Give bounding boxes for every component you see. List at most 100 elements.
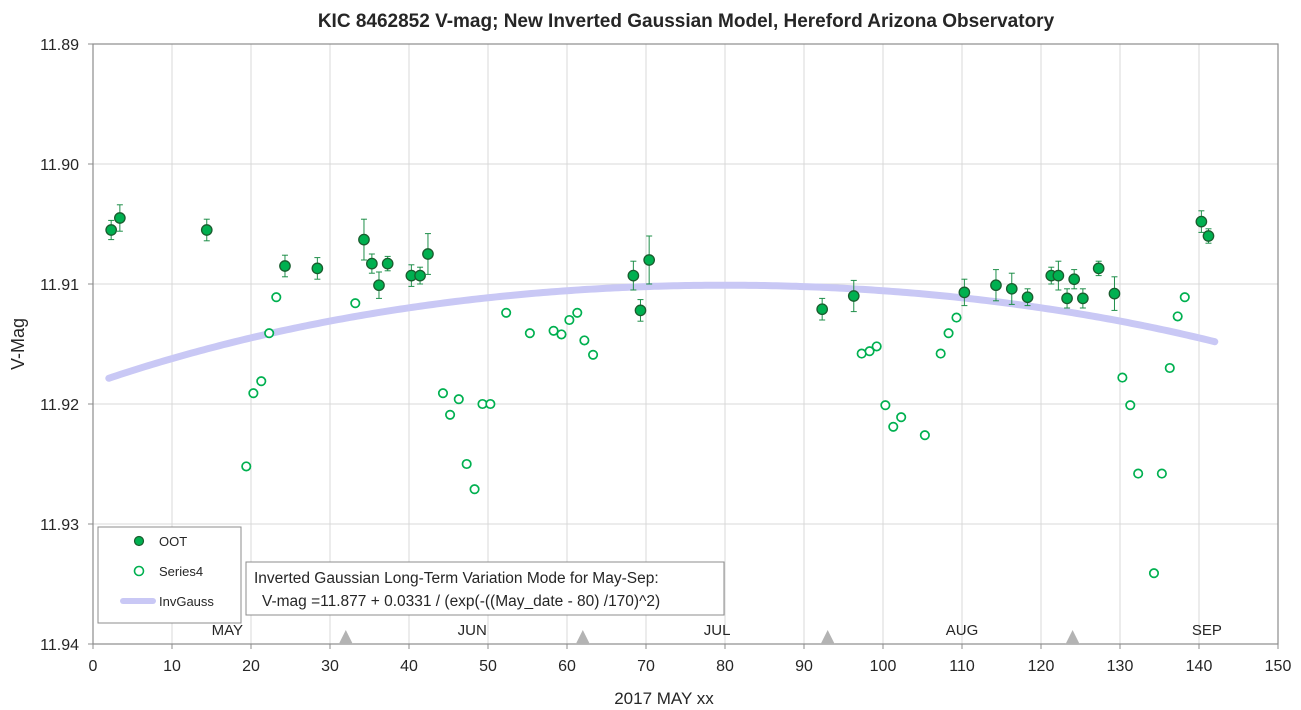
month-marker: [1065, 630, 1080, 644]
oot-points: [105, 204, 1215, 322]
series4-point: [1133, 468, 1144, 479]
x-tick-label: 100: [870, 658, 897, 675]
x-tick-label: 60: [558, 658, 576, 675]
series4-point: [524, 328, 535, 339]
month-label: MAY: [212, 622, 243, 639]
annotation: Inverted Gaussian Long-Term Variation Mo…: [245, 561, 725, 616]
oot-point: [422, 248, 434, 260]
y-axis-label: V-Mag: [8, 318, 28, 370]
series4-point: [485, 398, 496, 410]
series4-point: [445, 409, 456, 420]
x-tick-label: 70: [637, 658, 655, 675]
annotation-line-1: Inverted Gaussian Long-Term Variation Mo…: [254, 570, 659, 587]
gridlines: [93, 44, 1278, 644]
x-axis-ticks: 0 10 20 30 40 50 60 70 80 90 100 110 120 130 140 150: [89, 644, 1292, 675]
x-tick-label: 110: [949, 658, 975, 675]
month-label: SEP: [1192, 622, 1222, 639]
y-tick-label: 11.93: [40, 517, 79, 534]
oot-point: [958, 286, 971, 299]
series4-point: [461, 458, 472, 470]
annotation-line-2: V-mag =11.877 + 0.0331 / (exp(-((May_dat…: [262, 593, 660, 610]
oot-point: [358, 233, 370, 246]
series4-point: [241, 461, 252, 472]
series4-point: [896, 412, 907, 423]
series4-point: [888, 421, 899, 432]
oot-point: [200, 224, 213, 236]
series4-point: [864, 346, 875, 357]
invgauss-line: [105, 281, 1219, 382]
series4-point: [264, 328, 275, 339]
x-tick-label: 0: [89, 658, 98, 675]
x-tick-label: 10: [163, 658, 181, 675]
series4-point: [548, 325, 559, 336]
oot-point: [381, 257, 394, 270]
series4-point: [556, 329, 567, 340]
oot-point: [990, 279, 1002, 292]
x-tick-label: 20: [242, 658, 260, 675]
legend-invgauss-label: InvGauss: [159, 594, 214, 609]
oot-point: [1061, 292, 1073, 305]
x-tick-label: 130: [1107, 658, 1134, 675]
y-axis-ticks: 11.89 11.90 11.91 11.92 11.93 11.94: [40, 37, 93, 654]
series4-point: [1117, 372, 1128, 383]
y-tick-label: 11.89: [40, 37, 79, 54]
oot-point: [1052, 269, 1065, 282]
oot-point: [414, 269, 426, 282]
series4-point: [1172, 311, 1183, 322]
series4-point: [1164, 362, 1175, 374]
oot-point: [627, 269, 640, 282]
month-marker: [820, 630, 835, 644]
series4-point: [248, 388, 259, 399]
y-tick-label: 11.90: [40, 157, 79, 174]
month-label: JUN: [458, 622, 487, 639]
oot-point: [1202, 230, 1215, 242]
month-marker: [338, 630, 353, 644]
series4-point: [919, 430, 930, 441]
series4-point: [564, 314, 575, 326]
series4-point: [271, 292, 282, 303]
series4-points: [241, 292, 1190, 579]
legend: OOT Series4 InvGauss: [97, 526, 242, 624]
series4-point: [469, 484, 480, 495]
oot-point: [1021, 291, 1034, 304]
oot-point: [373, 279, 385, 292]
legend-oot-marker: [133, 535, 145, 547]
oot-point: [114, 212, 126, 224]
x-tick-label: 150: [1265, 658, 1292, 675]
series4-point: [453, 394, 464, 405]
series4-point: [1125, 400, 1136, 411]
x-tick-label: 30: [321, 658, 339, 675]
y-tick-label: 11.94: [40, 637, 79, 654]
series4-point: [588, 349, 599, 360]
oot-point: [634, 304, 647, 317]
plot-area-border: [92, 43, 1279, 645]
legend-box: [97, 526, 242, 624]
oot-point: [279, 260, 291, 272]
oot-point: [847, 290, 860, 302]
series4-point: [579, 335, 590, 346]
oot-point: [1092, 262, 1105, 275]
oot-point: [816, 303, 829, 316]
chart-title: KIC 8462852 V-mag; New Inverted Gaussian…: [318, 11, 1055, 32]
x-tick-label: 120: [1028, 658, 1055, 675]
month-label: JUL: [704, 622, 731, 639]
series4-point: [943, 328, 954, 339]
x-axis-label: 2017 MAY xx: [614, 689, 714, 708]
month-marker: [575, 630, 590, 644]
series4-point: [1148, 568, 1160, 579]
series4-point: [1156, 468, 1167, 479]
y-tick-label: 11.92: [40, 397, 79, 414]
y-tick-label: 11.91: [40, 277, 79, 294]
oot-point: [643, 254, 656, 266]
legend-series4-label: Series4: [159, 564, 203, 579]
series4-point: [501, 307, 512, 318]
legend-series4-marker: [133, 565, 145, 577]
x-tick-label: 50: [479, 658, 497, 675]
oot-point: [105, 224, 118, 236]
month-label: AUG: [946, 622, 979, 639]
oot-point: [1068, 273, 1081, 286]
oot-point: [1195, 215, 1208, 228]
oot-point: [1108, 287, 1121, 300]
oot-point: [1005, 282, 1018, 295]
